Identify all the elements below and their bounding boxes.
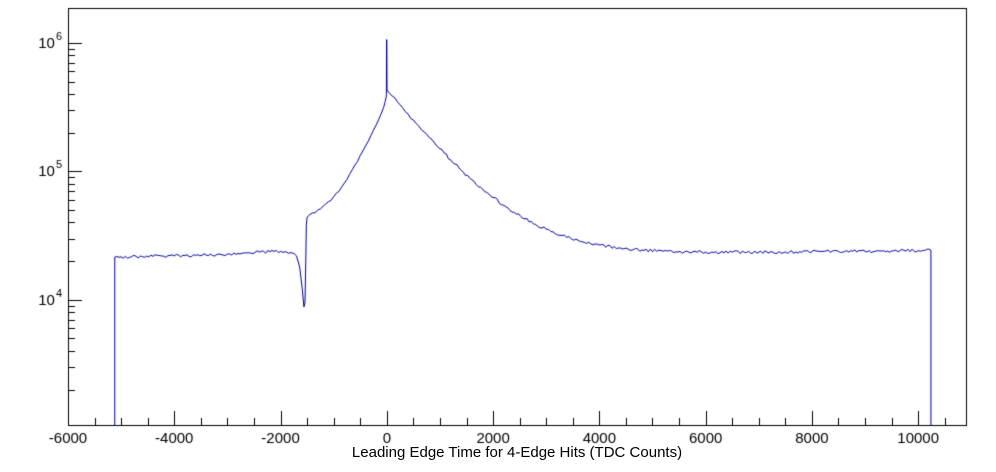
histogram-canvas (0, 0, 996, 472)
histogram-figure: Leading Edge Time for 4-Edge Hits (TDC C… (0, 0, 996, 472)
